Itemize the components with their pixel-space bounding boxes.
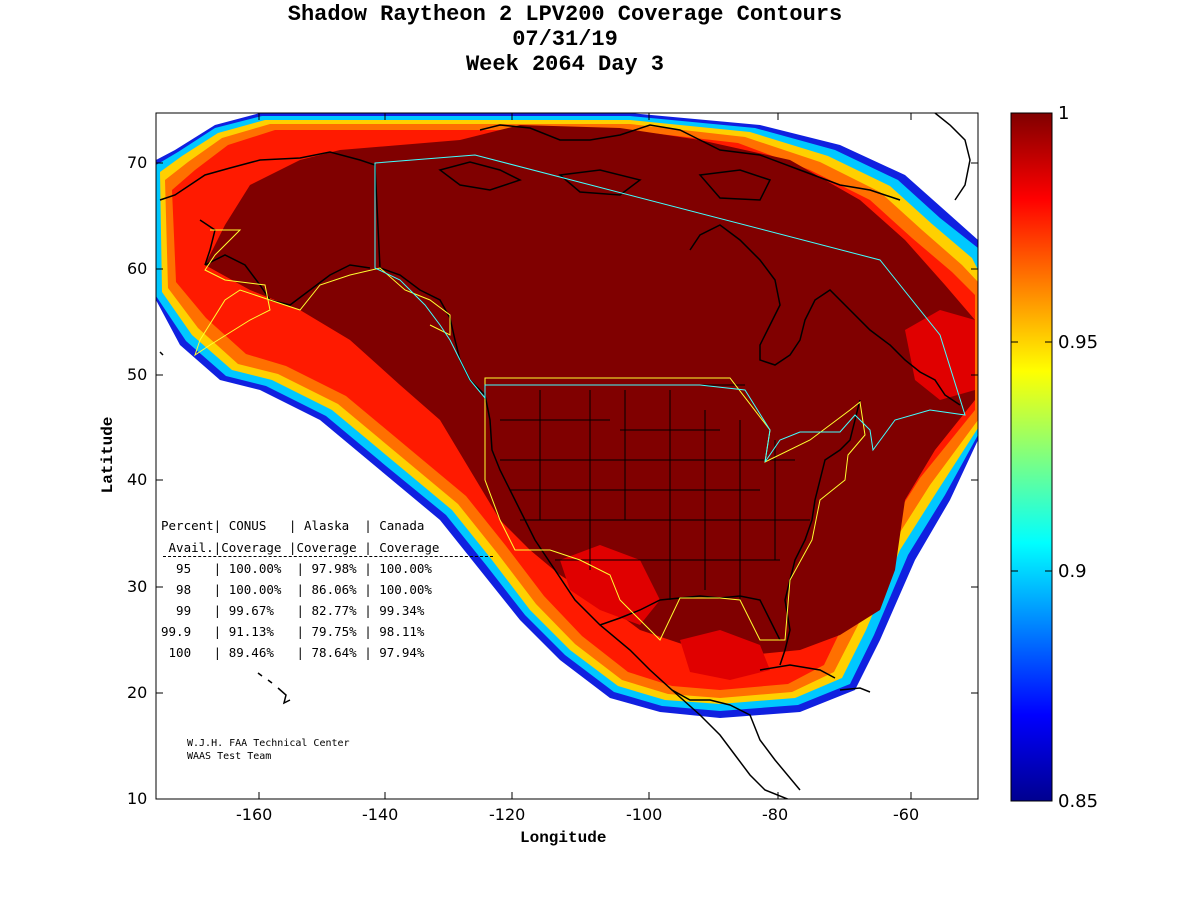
y-tick-label: 60	[127, 259, 148, 278]
credit-line: WAAS Test Team	[187, 751, 272, 762]
axis-tick-marks	[156, 113, 978, 799]
x-tick-label: -140	[362, 805, 399, 824]
y-tick-label: 20	[127, 683, 148, 702]
x-tick-label: -80	[762, 805, 789, 824]
coverage-table-row: 99 | 99.67% | 82.77% | 99.34%	[161, 603, 425, 618]
canada-boundary	[374, 154, 966, 463]
credit-line: W.J.H. FAA Technical Center	[187, 738, 350, 749]
x-tick-label: -60	[893, 805, 920, 824]
x-tick-label: -120	[489, 805, 526, 824]
y-tick-label: 10	[127, 789, 148, 808]
contour-red-patch	[680, 630, 770, 680]
coverage-table-row: 95 | 100.00% | 97.98% | 100.00%	[161, 561, 432, 576]
y-tick-label: 70	[127, 153, 148, 172]
chart-title-line1: Shadow Raytheon 2 LPV200 Coverage Contou…	[287, 2, 843, 27]
y-tick-label: 30	[127, 577, 148, 596]
colorbar-tick-label: 1	[1058, 103, 1070, 124]
plot-frame	[155, 112, 979, 800]
colorbar-tick-label: 0.95	[1058, 332, 1099, 353]
coverage-table-divider	[163, 556, 493, 557]
coverage-table-row: 100 | 89.46% | 78.64% | 97.94%	[161, 645, 425, 660]
coverage-table-header: Percent| CONUS | Alaska | Canada	[161, 518, 425, 533]
coverage-contours	[156, 113, 978, 799]
x-tick-label: -100	[626, 805, 663, 824]
colorbar	[1010, 112, 1053, 802]
coverage-table-header: Avail.|Coverage |Coverage | Coverage	[161, 540, 440, 555]
us-boundary	[194, 229, 866, 641]
y-axis-title: Latitude	[99, 416, 117, 494]
colorbar-tick-label: 0.85	[1058, 791, 1099, 812]
coverage-table-row: 99.9 | 91.13% | 79.75% | 98.11%	[161, 624, 425, 639]
contour-red-patch	[560, 545, 660, 625]
y-tick-label: 40	[127, 470, 148, 489]
chart-title-line2: 07/31/19	[512, 27, 618, 52]
x-axis-title: Longitude	[520, 829, 607, 847]
coverage-table-row: 98 | 100.00% | 86.06% | 100.00%	[161, 582, 432, 597]
colorbar-tick-label: 0.9	[1058, 561, 1087, 582]
chart-title-line3: Week 2064 Day 3	[465, 52, 665, 77]
contour-red-patch	[905, 310, 975, 400]
state-boundaries	[485, 384, 810, 600]
y-tick-label: 50	[127, 365, 148, 384]
x-tick-label: -160	[236, 805, 273, 824]
colorbar-ticks	[1011, 341, 1052, 572]
coastlines	[159, 113, 971, 799]
